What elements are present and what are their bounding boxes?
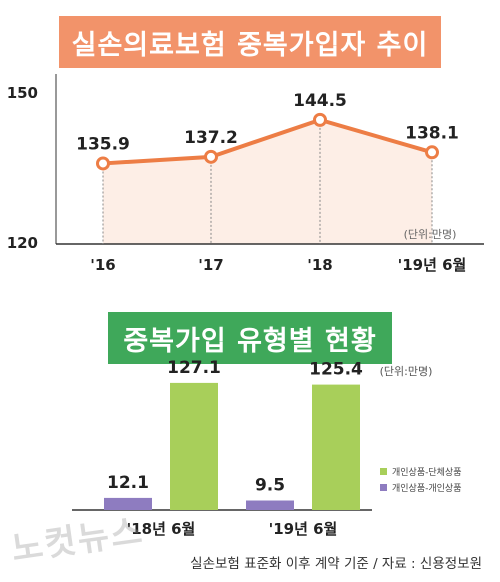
- x-tick-label: '17: [198, 256, 223, 274]
- unit-note: (단위:만명): [404, 228, 457, 241]
- unit-note: (단위:만명): [380, 365, 433, 378]
- line-chart-title: 실손의료보험 중복가입자 추이: [59, 16, 441, 68]
- data-point: [96, 156, 110, 171]
- data-label: 144.5: [293, 91, 347, 111]
- legend-label: 개인상품-개인상품: [392, 483, 462, 494]
- data-label: 135.9: [76, 134, 130, 154]
- data-point: [204, 149, 218, 164]
- line-area-fill: [103, 119, 432, 244]
- bar-chart-title: 중복가입 유형별 현황: [108, 312, 392, 364]
- series-line: [102, 117, 433, 166]
- legend-swatch: [380, 484, 387, 491]
- y-tick-label: 150: [7, 84, 38, 102]
- bar: [246, 500, 294, 510]
- data-label: 138.1: [405, 123, 459, 143]
- data-label: 9.5: [255, 476, 285, 496]
- data-label: 127.1: [167, 358, 221, 378]
- x-tick-label: '18년 6월: [127, 520, 196, 538]
- data-point: [313, 112, 327, 127]
- y-tick-label: 120: [7, 234, 38, 252]
- x-tick-label: '16: [90, 256, 115, 274]
- data-label: 137.2: [184, 128, 238, 148]
- x-tick-label: '19년 6월: [269, 520, 338, 538]
- bar: [312, 384, 360, 510]
- bar-chart: (단위:만명) 12.1 127.1 '18년 6월 9.5 125.4 '19년 6월 개…: [72, 358, 462, 538]
- source-note: 실손보험 표준화 이후 계약 기준 / 자료 : 신용정보원: [190, 556, 482, 572]
- legend-label: 개인상품-단체상품: [392, 467, 462, 478]
- line-chart: 150 120 (단위:만명) 135.9 '16 137.2 '17 144.5 '18…: [7, 74, 484, 274]
- x-tick-label: '18: [307, 256, 332, 274]
- bar: [170, 382, 218, 510]
- data-label: 125.4: [309, 360, 363, 380]
- x-tick-label: '19년 6월: [398, 256, 467, 274]
- bar: [104, 497, 152, 510]
- data-point: [425, 145, 439, 160]
- legend-swatch: [380, 468, 387, 475]
- data-label: 12.1: [107, 473, 149, 493]
